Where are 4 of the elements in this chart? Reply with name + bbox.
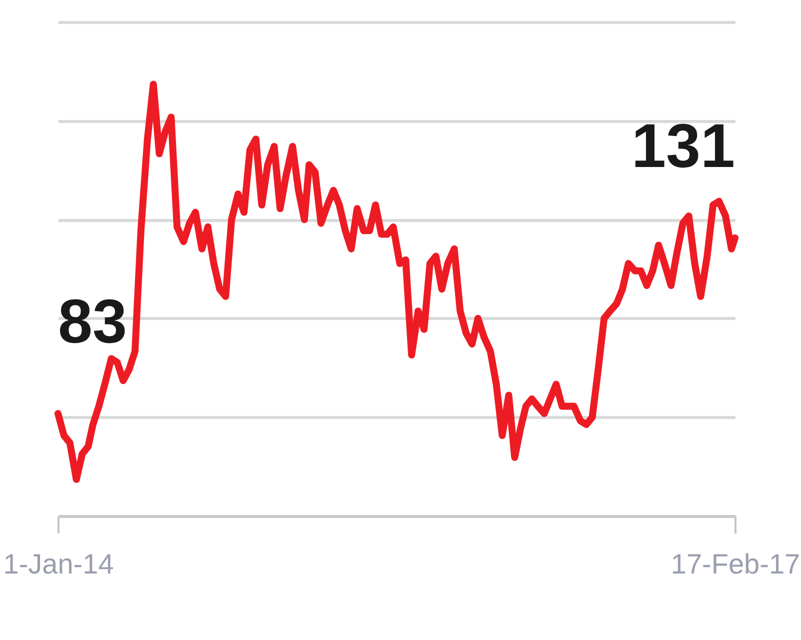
data-label: 131 xyxy=(632,112,735,181)
data-label: 83 xyxy=(58,288,127,357)
x-tick-label: 17-Feb-17 xyxy=(670,548,800,580)
x-tick-label: 1-Jan-14 xyxy=(3,548,114,580)
